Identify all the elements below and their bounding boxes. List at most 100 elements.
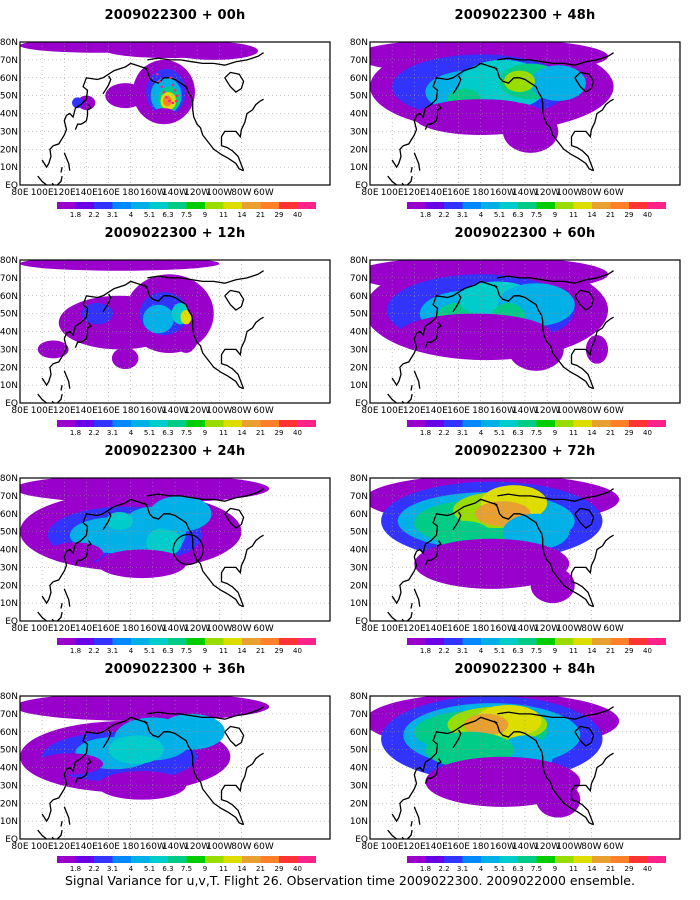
colorbar-swatch	[279, 638, 298, 645]
shade-region	[152, 108, 175, 119]
colorbar-label: 40	[293, 429, 302, 437]
colorbar-label: 14	[588, 647, 597, 655]
lon-tick-label: 100E	[381, 188, 404, 198]
coastline	[37, 829, 48, 839]
colorbar-label: 11	[569, 211, 578, 219]
lat-tick-label: 70N	[0, 274, 18, 284]
colorbar-swatch	[425, 420, 444, 427]
coastline	[413, 152, 421, 171]
colorbar-swatch	[242, 638, 261, 645]
lat-tick-label: 10N	[350, 381, 368, 391]
colorbar-label: 29	[625, 647, 634, 655]
shade-region	[585, 335, 609, 364]
lat-tick-label: 40N	[350, 328, 368, 338]
lat-tick-label: 80N	[350, 692, 368, 702]
lon-tick-label: 60W	[603, 624, 623, 634]
colorbar-swatch	[481, 202, 500, 209]
colorbar-swatch	[168, 420, 187, 427]
lon-tick-label: 80W	[581, 406, 601, 416]
coastline	[53, 280, 148, 365]
colorbar-label: 21	[256, 429, 265, 437]
lon-tick-label: 100W	[556, 406, 582, 416]
colorbar-swatch	[407, 856, 426, 863]
lat-tick-label: 60N	[0, 74, 18, 84]
lat-tick-label: EQ	[355, 181, 368, 191]
lat-tick-label: EQ	[355, 399, 368, 409]
coastline	[403, 280, 498, 365]
lat-tick-label: 20N	[350, 581, 368, 591]
lat-tick-label: 80N	[350, 256, 368, 266]
colorbar-label: 6.3	[512, 211, 523, 219]
colorbar-label: 29	[625, 429, 634, 437]
lon-tick-label: 120W	[534, 624, 560, 634]
colorbar-swatch	[186, 202, 205, 209]
colorbar-label: 6.3	[162, 647, 173, 655]
coastline	[63, 152, 71, 171]
colorbar-swatch	[94, 420, 113, 427]
lat-tick-label: 60N	[350, 74, 368, 84]
colorbar-label: 11	[569, 647, 578, 655]
colorbar-swatch	[279, 856, 298, 863]
lon-tick-label: 60W	[603, 842, 623, 852]
colorbar-label: 1.8	[420, 865, 431, 873]
lat-tick-label: 80N	[0, 256, 18, 266]
lon-tick-label: 160E	[447, 188, 470, 198]
lat-tick-label: 40N	[350, 110, 368, 120]
coastline	[63, 588, 71, 607]
lat-tick-label: 20N	[0, 363, 18, 373]
colorbar-swatch	[75, 420, 94, 427]
coastline	[60, 384, 63, 391]
colorbar-swatch	[131, 420, 150, 427]
lon-tick-label: 120E	[403, 624, 426, 634]
colorbar-label: 2.2	[438, 865, 449, 873]
lon-tick-label: 140E	[425, 406, 448, 416]
colorbar-swatch	[57, 856, 76, 863]
colorbar-swatch	[610, 856, 629, 863]
shade-region	[105, 83, 146, 109]
colorbar-swatch	[444, 856, 463, 863]
colorbar-label: 9	[553, 429, 557, 437]
colorbar-swatch	[75, 638, 94, 645]
shade-region	[169, 42, 259, 60]
lon-tick-label: 80W	[231, 842, 251, 852]
coastline	[401, 175, 413, 185]
coastline	[570, 752, 614, 825]
colorbar-label: 9	[553, 647, 557, 655]
coastline	[143, 66, 244, 172]
colorbar-swatch	[647, 420, 666, 427]
colorbar-label: 14	[238, 429, 247, 437]
lat-tick-label: 20N	[350, 145, 368, 155]
lat-tick-label: EQ	[5, 181, 18, 191]
colorbar-label: 29	[275, 429, 284, 437]
coastline	[220, 534, 264, 607]
colorbar-swatch	[57, 638, 76, 645]
lon-tick-label: 80W	[231, 406, 251, 416]
coastline	[574, 289, 595, 311]
colorbar: 1.8 2.2 3.1 4 5.1 6.3 7.5 9 11 14 21 29 40	[407, 420, 666, 437]
highlight-circle	[172, 533, 204, 566]
lon-tick-label: 100W	[206, 406, 232, 416]
colorbar-swatch	[279, 420, 298, 427]
colorbar-swatch	[205, 856, 224, 863]
colorbar-swatch	[112, 856, 131, 863]
shade-region	[47, 542, 104, 564]
lon-tick-label: 60W	[253, 624, 273, 634]
coastline	[220, 752, 264, 825]
colorbar-swatch	[647, 638, 666, 645]
colorbar-label: 2.2	[438, 211, 449, 219]
coastline	[37, 175, 48, 185]
colorbar-label: 1.8	[70, 211, 81, 219]
lat-tick-label: 80N	[0, 474, 18, 484]
colorbar-swatch	[425, 638, 444, 645]
colorbar-label: 6.3	[162, 211, 173, 219]
colorbar-swatch	[407, 638, 426, 645]
lon-tick-label: 120E	[403, 188, 426, 198]
colorbar-label: 1.8	[70, 647, 81, 655]
coastline	[63, 806, 71, 825]
colorbar-swatch	[112, 202, 131, 209]
colorbar-label: 9	[203, 211, 207, 219]
colorbar-swatch	[131, 856, 150, 863]
lon-tick-label: 140W	[162, 406, 188, 416]
